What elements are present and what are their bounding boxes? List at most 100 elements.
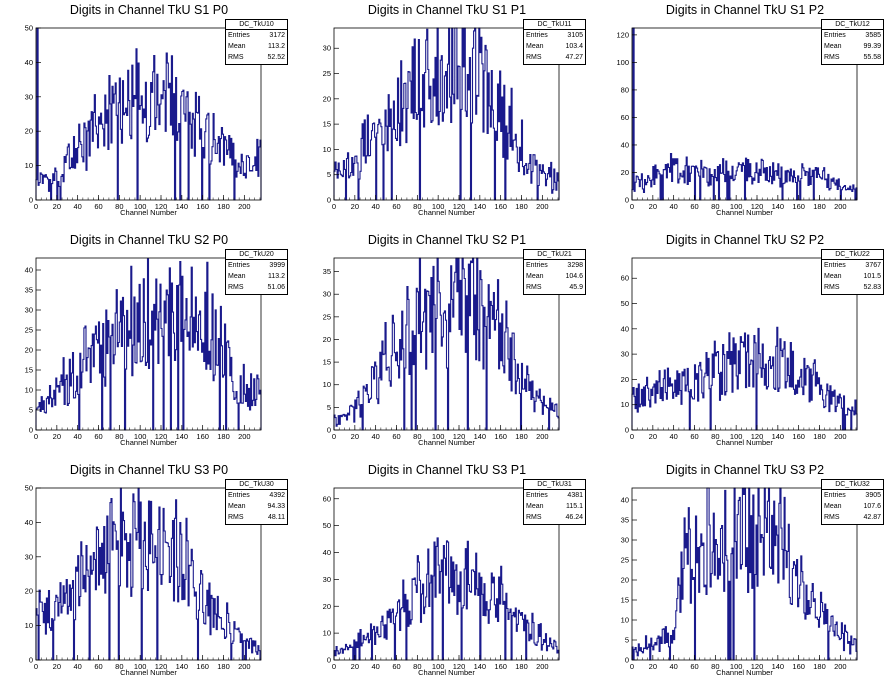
stats-label-rms: RMS bbox=[824, 54, 840, 61]
stats-box: DC_TkU22 Entries 3767 Mean 101.5 RMS 52.83 bbox=[821, 249, 884, 295]
histogram-pad-3: Digits in Channel TkU S1 P2 0 20 40 60 80 100… bbox=[596, 0, 894, 230]
y-tick-label: 0 bbox=[327, 196, 331, 205]
y-tick-label: 5 bbox=[29, 406, 33, 415]
stats-row-rms: RMS 52.52 bbox=[226, 52, 287, 63]
x-tick-label: 40 bbox=[371, 202, 379, 211]
stats-label-rms: RMS bbox=[526, 284, 542, 291]
y-tick-label: 10 bbox=[621, 400, 629, 409]
stats-value-entries: 3172 bbox=[269, 32, 285, 39]
y-tick-label: 40 bbox=[25, 266, 33, 275]
stats-label-entries: Entries bbox=[824, 32, 846, 39]
x-tick-label: 20 bbox=[649, 662, 657, 671]
histogram-pad-6: Digits in Channel TkU S2 P2 0 20 40 60 80 100… bbox=[596, 230, 894, 460]
y-tick-label: 60 bbox=[323, 494, 331, 503]
plot-frame bbox=[333, 27, 560, 201]
x-tick-label: 20 bbox=[351, 662, 359, 671]
x-tick-label: 60 bbox=[392, 662, 400, 671]
stats-row-entries: Entries 3172 bbox=[226, 30, 287, 41]
y-tick-label: 15 bbox=[323, 358, 331, 367]
x-tick-label: 60 bbox=[392, 432, 400, 441]
y-tick-label: 0 bbox=[29, 656, 33, 665]
stats-value-rms: 46.24 bbox=[565, 514, 583, 521]
plot-title: Digits in Channel TkU S2 P1 bbox=[367, 233, 527, 247]
histogram-pad-5: Digits in Channel TkU S2 P1 0 20 40 60 80 100… bbox=[298, 230, 596, 460]
x-tick-label: 60 bbox=[94, 432, 102, 441]
stats-value-rms: 52.52 bbox=[267, 54, 285, 61]
x-axis-label: Channel Number bbox=[716, 438, 773, 447]
stats-row-rms: RMS 45.9 bbox=[524, 282, 585, 293]
x-tick-label: 180 bbox=[813, 432, 826, 441]
stats-row-mean: Mean 113.2 bbox=[226, 271, 287, 282]
y-tick-label: 0 bbox=[625, 196, 629, 205]
x-tick-label: 20 bbox=[649, 202, 657, 211]
histogram-plot: 0 20 40 60 80 100 120 140 160 180 200 0 5 10 15 20 25 30 3… bbox=[25, 257, 262, 441]
x-tick-label: 160 bbox=[196, 432, 209, 441]
x-tick-label: 120 bbox=[751, 662, 764, 671]
y-tick-label: 30 bbox=[621, 350, 629, 359]
y-tick-label: 25 bbox=[323, 312, 331, 321]
stats-box: DC_TkU30 Entries 4392 Mean 94.33 RMS 48.11 bbox=[225, 479, 288, 525]
y-tick-label: 30 bbox=[323, 290, 331, 299]
x-tick-label: 60 bbox=[690, 202, 698, 211]
y-tick-label: 25 bbox=[25, 326, 33, 335]
stats-row-rms: RMS 51.06 bbox=[226, 282, 287, 293]
stats-label-entries: Entries bbox=[526, 32, 548, 39]
y-tick-label: 10 bbox=[25, 386, 33, 395]
x-tick-label: 160 bbox=[494, 662, 507, 671]
y-tick-label: 40 bbox=[323, 548, 331, 557]
y-tick-label: 10 bbox=[323, 629, 331, 638]
plot-frame bbox=[631, 27, 858, 201]
histogram-plot: 0 20 40 60 80 100 120 140 160 180 200 0 20 40 60 80 100 1… bbox=[616, 27, 858, 211]
x-tick-label: 160 bbox=[792, 662, 805, 671]
histogram-plot: 0 20 40 60 80 100 120 140 160 180 200 0 5 10 15 20 25 30 3… bbox=[323, 257, 560, 441]
stats-value-mean: 113.2 bbox=[268, 43, 285, 50]
stats-box: DC_TkU31 Entries 4381 Mean 115.1 RMS 46.24 bbox=[523, 479, 586, 525]
plot-title: Digits in Channel TkU S3 P1 bbox=[367, 463, 527, 477]
stats-label-mean: Mean bbox=[824, 503, 842, 510]
y-tick-label: 50 bbox=[25, 24, 33, 33]
x-tick-label: 0 bbox=[630, 662, 634, 671]
x-tick-label: 160 bbox=[494, 202, 507, 211]
x-tick-label: 80 bbox=[413, 662, 421, 671]
histogram-line bbox=[35, 27, 262, 201]
x-tick-label: 40 bbox=[73, 432, 81, 441]
histogram-pad-8: Digits in Channel TkU S3 P1 0 20 40 60 80 100… bbox=[298, 460, 596, 690]
stats-label-mean: Mean bbox=[228, 273, 246, 280]
x-axis-label: Channel Number bbox=[418, 438, 475, 447]
x-tick-label: 200 bbox=[238, 662, 251, 671]
x-tick-label: 60 bbox=[392, 202, 400, 211]
stats-name: DC_TkU30 bbox=[226, 480, 287, 490]
plot-frame bbox=[333, 257, 560, 431]
x-tick-label: 100 bbox=[134, 432, 147, 441]
x-tick-label: 0 bbox=[332, 662, 336, 671]
y-tick-label: 60 bbox=[621, 274, 629, 283]
y-tick-label: 30 bbox=[621, 536, 629, 545]
stats-label-mean: Mean bbox=[526, 43, 544, 50]
x-tick-label: 140 bbox=[474, 202, 487, 211]
stats-value-rms: 47.27 bbox=[565, 54, 583, 61]
histogram-plot: 0 20 40 60 80 100 120 140 160 180 200 0 5 10 15 20 25 30 bbox=[323, 27, 560, 211]
y-tick-label: 80 bbox=[621, 85, 629, 94]
stats-label-mean: Mean bbox=[824, 273, 842, 280]
stats-label-mean: Mean bbox=[526, 503, 544, 510]
plot-title: Digits in Channel TkU S2 P2 bbox=[665, 233, 825, 247]
histogram-line bbox=[333, 257, 560, 431]
histogram-line bbox=[35, 487, 261, 661]
x-tick-label: 20 bbox=[351, 202, 359, 211]
x-tick-label: 20 bbox=[53, 662, 61, 671]
y-tick-label: 40 bbox=[621, 496, 629, 505]
x-tick-label: 80 bbox=[115, 432, 123, 441]
x-tick-label: 160 bbox=[196, 202, 209, 211]
x-tick-label: 120 bbox=[155, 432, 168, 441]
x-tick-label: 200 bbox=[834, 432, 847, 441]
stats-box: DC_TkU11 Entries 3105 Mean 103.4 RMS 47.27 bbox=[523, 19, 586, 65]
x-tick-label: 0 bbox=[630, 432, 634, 441]
stats-label-entries: Entries bbox=[228, 262, 250, 269]
stats-label-entries: Entries bbox=[824, 262, 846, 269]
histogram-pad-7: Digits in Channel TkU S3 P0 0 20 40 60 80 100… bbox=[0, 460, 298, 690]
x-tick-label: 40 bbox=[371, 662, 379, 671]
x-tick-label: 100 bbox=[730, 662, 743, 671]
x-tick-label: 180 bbox=[515, 202, 528, 211]
stats-label-rms: RMS bbox=[526, 54, 542, 61]
